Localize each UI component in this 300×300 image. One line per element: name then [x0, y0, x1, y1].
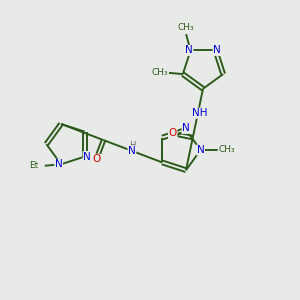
- Text: N: N: [197, 145, 205, 155]
- Text: CH₃: CH₃: [218, 146, 235, 154]
- Text: N: N: [213, 45, 221, 56]
- Text: O: O: [169, 128, 177, 138]
- Text: N: N: [128, 146, 136, 156]
- Text: NH: NH: [192, 108, 207, 118]
- Text: N: N: [55, 159, 62, 169]
- Text: H: H: [129, 141, 135, 150]
- Text: O: O: [92, 154, 100, 164]
- Text: N: N: [185, 45, 193, 56]
- Text: N: N: [83, 152, 91, 162]
- Text: CH₃: CH₃: [178, 23, 194, 32]
- Text: Et: Et: [29, 161, 38, 170]
- Text: N: N: [182, 123, 190, 134]
- Text: CH₃: CH₃: [152, 68, 169, 77]
